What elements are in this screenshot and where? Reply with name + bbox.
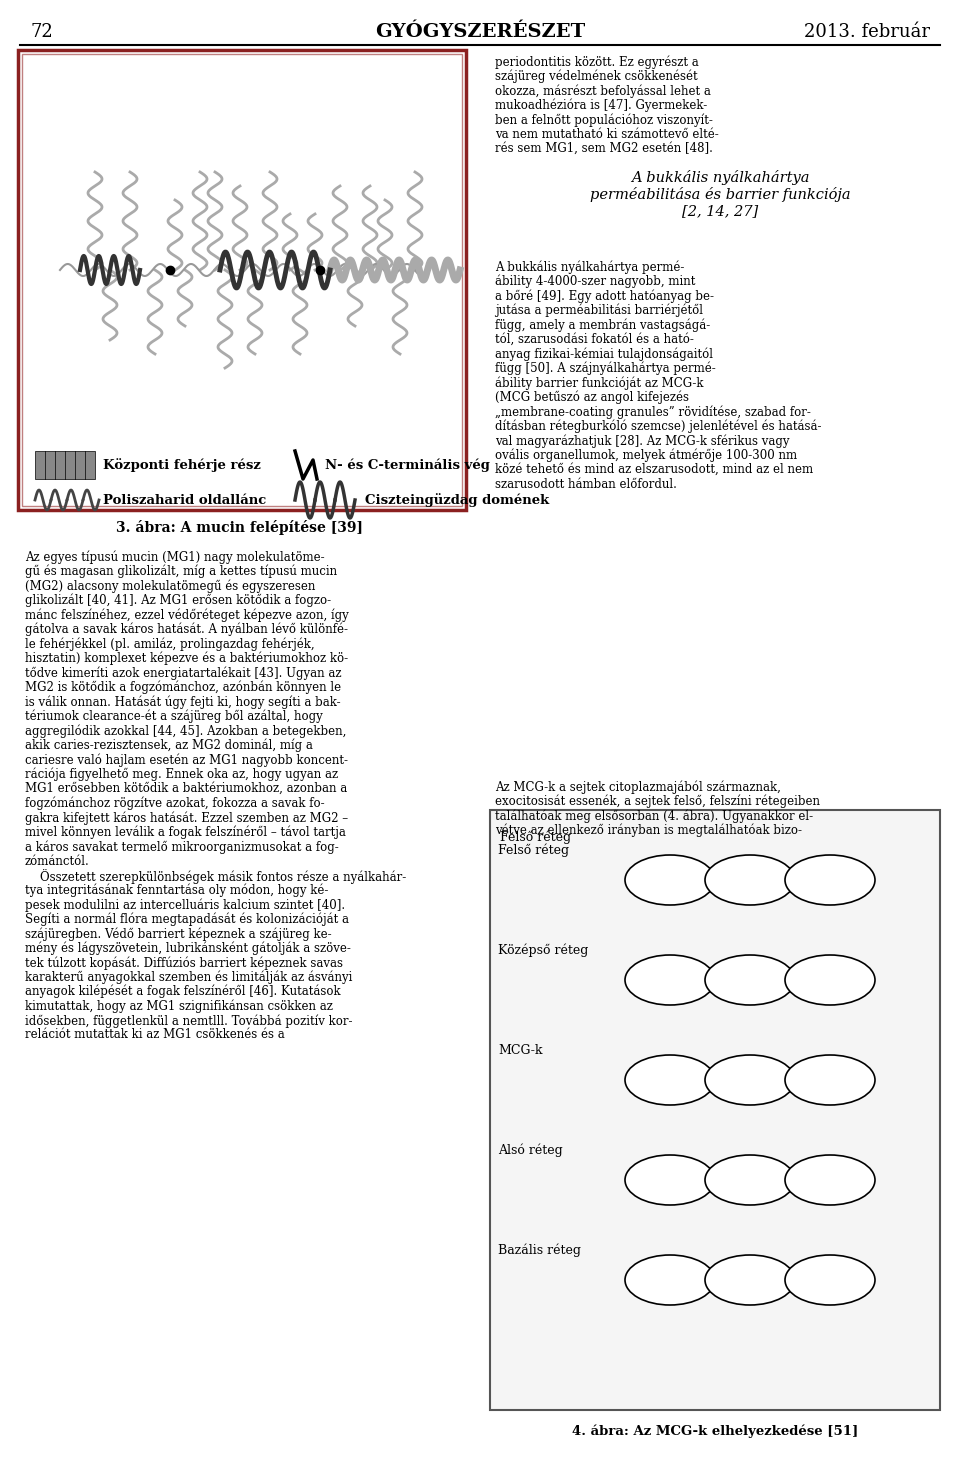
Text: gű és magasan glikolizált, míg a kettes típusú mucin: gű és magasan glikolizált, míg a kettes …	[25, 565, 337, 578]
Text: kimutattak, hogy az MG1 szignifikánsan csökken az: kimutattak, hogy az MG1 szignifikánsan c…	[25, 999, 333, 1013]
Text: relációt mutattak ki az MG1 csökkenés és a: relációt mutattak ki az MG1 csökkenés és…	[25, 1029, 285, 1042]
FancyBboxPatch shape	[18, 50, 466, 510]
Text: szarusodott hámban előfordul.: szarusodott hámban előfordul.	[495, 478, 677, 491]
Text: vétve az ellenkező irányban is megtalálhatóak bizo-: vétve az ellenkező irányban is megtalálh…	[495, 824, 802, 837]
Text: Alsó réteg: Alsó réteg	[498, 1144, 563, 1157]
Text: 2013. február: 2013. február	[804, 24, 930, 41]
Text: Az egyes típusú mucin (MG1) nagy molekulatöme-: Az egyes típusú mucin (MG1) nagy molekul…	[25, 550, 324, 563]
Text: mukoadhézióra is [47]. Gyermekek-: mukoadhézióra is [47]. Gyermekek-	[495, 99, 708, 112]
Text: mivel könnyen leválik a fogak felszínéről – távol tartja: mivel könnyen leválik a fogak felszínérő…	[25, 825, 346, 839]
Text: tya integritásának fenntartása oly módon, hogy ké-: tya integritásának fenntartása oly módon…	[25, 883, 328, 898]
Text: tek túlzott kopását. Diffúziós barriert képeznek savas: tek túlzott kopását. Diffúziós barriert …	[25, 957, 343, 970]
Ellipse shape	[625, 855, 715, 905]
Text: tól, szarusodási fokatól és a ható-: tól, szarusodási fokatól és a ható-	[495, 333, 694, 345]
Bar	[35, 451, 95, 479]
Text: glikolizált [40, 41]. Az MG1 erősen kötődik a fogzo-: glikolizált [40, 41]. Az MG1 erősen kötő…	[25, 594, 331, 607]
Text: MG1 erősebben kötődik a baktériumokhoz, azonban a: MG1 erősebben kötődik a baktériumokhoz, …	[25, 783, 348, 794]
Text: 4. ábra: Az MCG-k elhelyezkedése [51]: 4. ábra: Az MCG-k elhelyezkedése [51]	[572, 1425, 858, 1439]
Text: dításban rétegburkóló szemcse) jelenlétével és hatásá-: dításban rétegburkóló szemcse) jelenlété…	[495, 420, 822, 433]
Text: Poliszaharid oldallánc: Poliszaharid oldallánc	[103, 494, 266, 507]
Text: anyagok kilépését a fogak felszínéről [46]. Kutatások: anyagok kilépését a fogak felszínéről [4…	[25, 985, 341, 998]
Text: fogzómánchoz rögzítve azokat, fokozza a savak fo-: fogzómánchoz rögzítve azokat, fokozza a …	[25, 796, 324, 811]
Text: jutása a perméabilitási barriérjétől: jutása a perméabilitási barriérjétől	[495, 304, 703, 317]
Text: rációja figyelhető meg. Ennek oka az, hogy ugyan az: rációja figyelhető meg. Ennek oka az, ho…	[25, 768, 338, 781]
Text: (MCG betűszó az angol kifejezés: (MCG betűszó az angol kifejezés	[495, 391, 689, 404]
Ellipse shape	[705, 955, 795, 1005]
Ellipse shape	[625, 1055, 715, 1106]
Text: karakterű anyagokkal szemben és limitálják az ásványi: karakterű anyagokkal szemben és limitálj…	[25, 970, 352, 985]
Text: GYÓGYSZERÉSZET: GYÓGYSZERÉSZET	[374, 24, 586, 41]
Ellipse shape	[625, 1156, 715, 1206]
Text: hisztatin) komplexet képezve és a baktériumokhoz kö-: hisztatin) komplexet képezve és a baktér…	[25, 652, 348, 665]
Text: „membrane-coating granules” rövidítése, szabad for-: „membrane-coating granules” rövidítése, …	[495, 405, 811, 419]
Ellipse shape	[705, 1055, 795, 1106]
Text: gakra kifejtett káros hatását. Ezzel szemben az MG2 –: gakra kifejtett káros hatását. Ezzel sze…	[25, 811, 348, 824]
Ellipse shape	[785, 1254, 875, 1304]
Text: szájüregben. Védő barriert képeznek a szájüreg ke-: szájüregben. Védő barriert képeznek a sz…	[25, 927, 331, 940]
Text: idősekben, függetlenkül a nemtlll. Továbbá pozitív kor-: idősekben, függetlenkül a nemtlll. Továb…	[25, 1014, 352, 1027]
Text: exocitosisát essenék, a sejtek felső, felszíni rétegeiben: exocitosisát essenék, a sejtek felső, fe…	[495, 794, 820, 808]
Text: cariesre való hajlam esetén az MG1 nagyobb koncent-: cariesre való hajlam esetén az MG1 nagyo…	[25, 753, 348, 766]
Text: rés sem MG1, sem MG2 esetén [48].: rés sem MG1, sem MG2 esetén [48].	[495, 142, 713, 155]
Text: va nem mutatható ki számottevő elté-: va nem mutatható ki számottevő elté-	[495, 127, 719, 140]
Text: ovális organellumok, melyek átmérője 100-300 nm: ovális organellumok, melyek átmérője 100…	[495, 448, 797, 461]
FancyBboxPatch shape	[490, 811, 940, 1411]
Text: ábility barrier funkcióját az MCG-k: ábility barrier funkcióját az MCG-k	[495, 376, 704, 389]
Text: a káros savakat termelő mikroorganizmusokat a fog-: a káros savakat termelő mikroorganizmuso…	[25, 840, 339, 853]
Text: (MG2) alacsony molekulatömegű és egyszeresen: (MG2) alacsony molekulatömegű és egyszer…	[25, 579, 316, 593]
Ellipse shape	[625, 955, 715, 1005]
Text: A bukkális nyálkahártya permé-: A bukkális nyálkahártya permé-	[495, 259, 684, 274]
Text: közé tehető és mind az elszarusodott, mind az el nem: közé tehető és mind az elszarusodott, mi…	[495, 463, 813, 476]
Text: 72: 72	[30, 24, 53, 41]
Text: MCG-k: MCG-k	[498, 1044, 542, 1057]
Text: Ciszteingüzdag domének: Ciszteingüzdag domének	[365, 494, 549, 507]
Text: Felső réteg: Felső réteg	[498, 843, 569, 856]
Text: anyag fizikai-kémiai tulajdonságaitól: anyag fizikai-kémiai tulajdonságaitól	[495, 346, 713, 361]
Text: okozza, másrészt befolyással lehet a: okozza, másrészt befolyással lehet a	[495, 84, 710, 97]
Text: mény és lágyszövetein, lubrikánsként gátolják a szöve-: mény és lágyszövetein, lubrikánsként gát…	[25, 942, 350, 955]
Text: N- és C-terminális vég: N- és C-terminális vég	[325, 458, 490, 472]
Text: pesek modulilni az intercelluáris kalcium szintet [40].: pesek modulilni az intercelluáris kalciu…	[25, 898, 346, 911]
Ellipse shape	[785, 1156, 875, 1206]
Text: Segíti a normál flóra megtapadását és kolonizációját a: Segíti a normál flóra megtapadását és ko…	[25, 912, 349, 926]
Text: a bőré [49]. Egy adott hatóanyag be-: a bőré [49]. Egy adott hatóanyag be-	[495, 289, 714, 302]
Text: A bukkális nyálkahártya
perméabilitása és barrier funkciója
[2, 14, 27]: A bukkális nyálkahártya perméabilitása é…	[589, 170, 851, 218]
Text: val magyarázhatjuk [28]. Az MCG-k sférikus vagy: val magyarázhatjuk [28]. Az MCG-k sférik…	[495, 433, 789, 448]
Text: aggregilódik azokkal [44, 45]. Azokban a betegekben,: aggregilódik azokkal [44, 45]. Azokban a…	[25, 724, 347, 737]
Text: függ [50]. A szájnyálkahártya permé-: függ [50]. A szájnyálkahártya permé-	[495, 361, 716, 374]
Text: találhatóak meg elsősorban (4. ábra). Ugyanakkor el-: találhatóak meg elsősorban (4. ábra). Ug…	[495, 809, 813, 822]
Text: tériumok clearance-ét a szájüreg ből azáltal, hogy: tériumok clearance-ét a szájüreg ből azá…	[25, 709, 323, 724]
Ellipse shape	[705, 855, 795, 905]
Ellipse shape	[785, 1055, 875, 1106]
Text: Bazális réteg: Bazális réteg	[498, 1243, 581, 1257]
Text: MG2 is kötődik a fogzómánchoz, azónbán könnyen le: MG2 is kötődik a fogzómánchoz, azónbán k…	[25, 681, 341, 694]
Text: ben a felnőtt populációhoz viszonyít-: ben a felnőtt populációhoz viszonyít-	[495, 113, 713, 127]
Ellipse shape	[705, 1254, 795, 1304]
Text: Központi fehérje rész: Központi fehérje rész	[103, 458, 261, 472]
Text: 3. ábra: A mucin felépítése [39]: 3. ábra: A mucin felépítése [39]	[116, 520, 364, 535]
Text: Az MCG-k a sejtek citoplazmajából származnak,: Az MCG-k a sejtek citoplazmajából szárma…	[495, 780, 780, 793]
Text: szájüreg védelmének csökkenését: szájüreg védelmének csökkenését	[495, 69, 698, 83]
Text: Összetett szerepkülönbségek másik fontos része a nyálkahár-: Összetett szerepkülönbségek másik fontos…	[25, 870, 406, 884]
Text: akik caries-rezisztensek, az MG2 dominál, míg a: akik caries-rezisztensek, az MG2 dominál…	[25, 738, 313, 752]
Text: ábility 4-4000-szer nagyobb, mint: ábility 4-4000-szer nagyobb, mint	[495, 274, 695, 287]
Text: le fehérjékkel (pl. amiláz, prolingazdag fehérjék,: le fehérjékkel (pl. amiláz, prolingazdag…	[25, 637, 315, 650]
Text: zómánctól.: zómánctól.	[25, 855, 89, 868]
Text: periodontitis között. Ez egyrészt a: periodontitis között. Ez egyrészt a	[495, 55, 699, 68]
Ellipse shape	[785, 855, 875, 905]
Ellipse shape	[785, 955, 875, 1005]
Ellipse shape	[705, 1156, 795, 1206]
Text: mánc felszínéhez, ezzel védőréteget képezve azon, így: mánc felszínéhez, ezzel védőréteget képe…	[25, 607, 348, 622]
Text: gátolva a savak káros hatását. A nyálban lévő különfé-: gátolva a savak káros hatását. A nyálban…	[25, 622, 348, 635]
Text: Középső réteg: Középső réteg	[498, 943, 588, 957]
Text: is válik onnan. Hatását úgy fejti ki, hogy segíti a bak-: is válik onnan. Hatását úgy fejti ki, ho…	[25, 696, 341, 709]
Text: tődve kimeríti azok energiatartalékait [43]. Ugyan az: tődve kimeríti azok energiatartalékait […	[25, 666, 342, 680]
Text: függ, amely a membrán vastagságá-: függ, amely a membrán vastagságá-	[495, 318, 710, 332]
Text: Felső réteg: Felső réteg	[500, 830, 571, 843]
Ellipse shape	[625, 1254, 715, 1304]
FancyBboxPatch shape	[22, 55, 462, 506]
